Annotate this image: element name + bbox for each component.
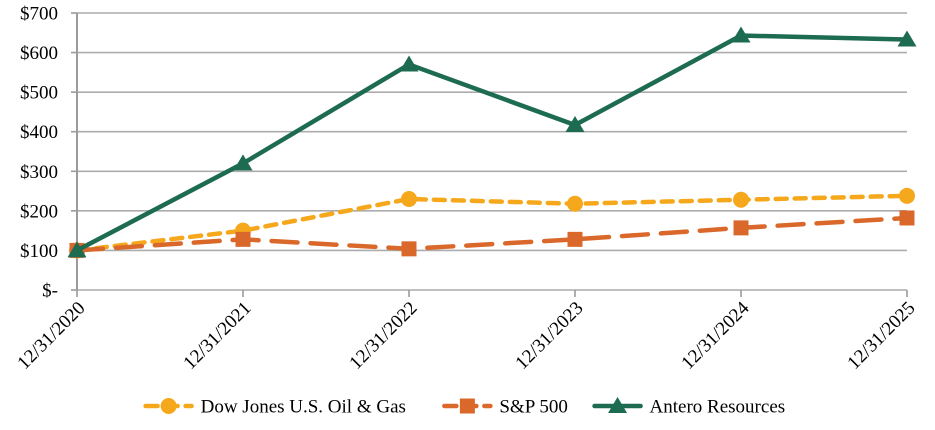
legend-antero-resources-marker-triangle [608,397,628,413]
series-dow-jones-u-s-oil-gas-marker-circle [401,190,417,207]
series-s-p-500-marker-square [733,220,749,236]
legend-label-s-p-500: S&P 500 [499,397,567,418]
legend-label-antero-resources: Antero Resources [650,397,786,418]
y-axis-tick-label: $300 [20,162,58,183]
series-s-p-500-marker-square [567,231,583,247]
legend-item-dow-jones-u-s-oil-gas: Dow Jones U.S. Oil & Gas [143,397,406,418]
series-line-antero-resources [74,33,910,253]
y-axis-tick-label: $200 [20,201,58,222]
legend-label-dow-jones-u-s-oil-gas: Dow Jones U.S. Oil & Gas [201,397,406,418]
series-s-p-500-marker-square [899,210,915,226]
series-antero-resources-marker-triangle [731,26,751,43]
x-axis-tick-label: 12/31/2023 [511,298,587,374]
series-dow-jones-u-s-oil-gas-marker-circle [899,187,915,204]
legend-dow-jones-u-s-oil-gas-marker-circle [160,398,177,414]
legend-s-p-500-marker-square [459,398,475,414]
x-axis-tick-label: 12/31/2025 [843,298,919,374]
series-line-dow-jones-u-s-oil-gas [74,193,910,253]
legend-item-s-p-500: S&P 500 [442,397,568,418]
series-antero-resources-marker-triangle [565,115,585,132]
series-line-s-p-500 [74,215,910,253]
series-s-p-500-marker-square [401,241,417,257]
x-axis-tick-label: 12/31/2022 [345,298,421,374]
series-antero-resources-marker-triangle [399,55,419,72]
x-axis-tick-label: 12/31/2024 [677,297,753,373]
series-antero-resources-marker-triangle [67,241,87,258]
y-axis-tick-label: $700 [20,4,58,25]
y-axis-tick-label: $100 [20,241,58,262]
y-axis-tick-label: $- [42,281,58,302]
y-axis-tick-label: $500 [20,83,58,104]
series-antero-resources-marker-triangle [897,30,917,47]
y-axis-tick-label: $600 [20,43,58,64]
y-axis-tick-label: $400 [20,122,58,143]
series-s-p-500-marker-square [235,231,251,247]
series-dow-jones-u-s-oil-gas-marker-circle [567,195,583,212]
series-dow-jones-u-s-oil-gas-marker-circle [733,191,749,208]
x-axis-tick-label: 12/31/2021 [179,298,255,374]
x-axis-tick-label: 12/31/2020 [13,298,89,374]
series-antero-resources-marker-triangle [233,154,253,171]
legend-item-antero-resources: Antero Resources [592,397,786,418]
